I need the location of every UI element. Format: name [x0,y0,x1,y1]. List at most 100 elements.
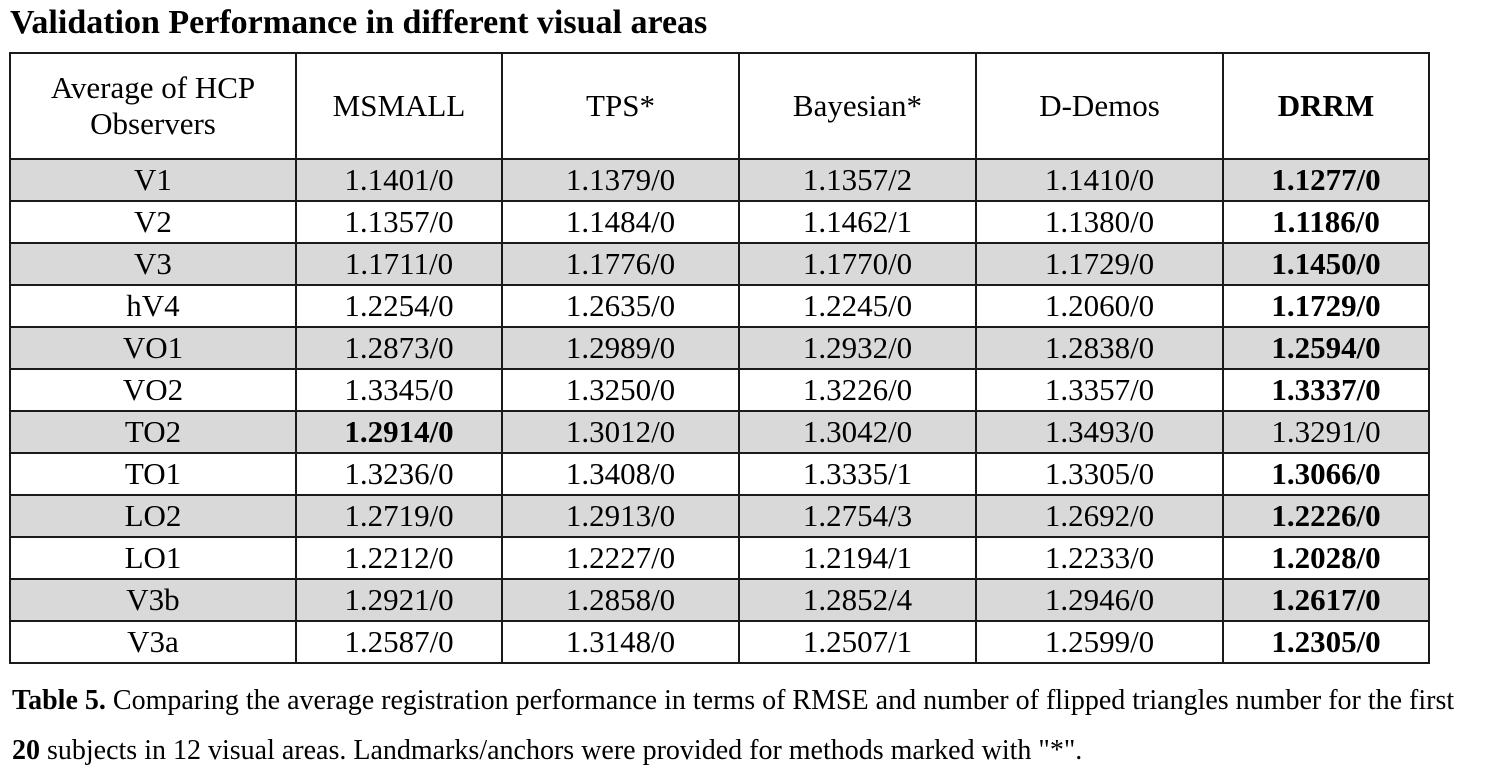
table-row: V3a 1.2587/0 1.3148/0 1.2507/1 1.2599/0 1.230… [9,620,1430,664]
table-row: VO1 1.2873/0 1.2989/0 1.2932/0 1.2838/0 1.259… [9,326,1430,370]
table-cell: 1.3042/0 [738,410,977,454]
table-cell: 1.1729/0 [1222,284,1430,328]
table-cell: 1.3250/0 [501,368,740,412]
caption-text-2: subjects in 12 visual areas. Landmarks/a… [40,735,1083,766]
table-cell: 1.2245/0 [738,284,977,328]
header-row: Average of HCP Observers MSMALL TPS* Bay… [9,52,1430,160]
table-cell: 1.2617/0 [1222,578,1430,622]
table-row: V2 1.1357/0 1.1484/0 1.1462/1 1.1380/0 1.1186… [9,200,1430,244]
table-cell: 1.2838/0 [975,326,1224,370]
row-label: LO1 [9,536,297,580]
column-header-d-demos: D-Demos [975,52,1224,160]
table-cell: 1.2692/0 [975,494,1224,538]
row-label: V3b [9,578,297,622]
table-cell: 1.1450/0 [1222,242,1430,286]
table-row: V3 1.1711/0 1.1776/0 1.1770/0 1.1729/0 1.1450… [9,242,1430,286]
table-cell: 1.1484/0 [501,200,740,244]
table-title: Validation Performance in different visu… [10,4,708,41]
table-cell: 1.1379/0 [501,158,740,202]
table-cell: 1.1380/0 [975,200,1224,244]
caption-bold-number: 20 [12,735,40,766]
table-cell: 1.3226/0 [738,368,977,412]
row-label: V1 [9,158,297,202]
table-cell: 1.2599/0 [975,620,1224,664]
table-cell: 1.3357/0 [975,368,1224,412]
table-cell: 1.2587/0 [295,620,503,664]
table-cell: 1.3345/0 [295,368,503,412]
table-cell: 1.3066/0 [1222,452,1430,496]
table-cell: 1.2989/0 [501,326,740,370]
column-header-tps: TPS* [501,52,740,160]
table-row: LO1 1.2212/0 1.2227/0 1.2194/1 1.2233/0 1.202… [9,536,1430,580]
table-cell: 1.3148/0 [501,620,740,664]
row-label: TO1 [9,452,297,496]
table-cell: 1.2932/0 [738,326,977,370]
table-row: VO2 1.3345/0 1.3250/0 1.3226/0 1.3357/0 1.333… [9,368,1430,412]
row-label: V3a [9,620,297,664]
table-cell: 1.3337/0 [1222,368,1430,412]
table-cell: 1.1186/0 [1222,200,1430,244]
table-cell: 1.1729/0 [975,242,1224,286]
header-corner: Average of HCP Observers [9,52,297,160]
header-corner-line-1: Average of HCP [50,70,256,106]
table-cell: 1.2212/0 [295,536,503,580]
table-cell: 1.2858/0 [501,578,740,622]
table-caption: Table 5. Comparing the average registrat… [12,676,1480,776]
table-cell: 1.2594/0 [1222,326,1430,370]
table-cell: 1.2305/0 [1222,620,1430,664]
caption-label: Table 5. [12,685,106,716]
table-cell: 1.3408/0 [501,452,740,496]
column-header-msmall: MSMALL [295,52,503,160]
table-cell: 1.2852/4 [738,578,977,622]
table-row: hV4 1.2254/0 1.2635/0 1.2245/0 1.2060/0 1.172… [9,284,1430,328]
table-row: TO1 1.3236/0 1.3408/0 1.3335/1 1.3305/0 1.306… [9,452,1430,496]
row-label: V3 [9,242,297,286]
table-cell: 1.3236/0 [295,452,503,496]
table-cell: 1.2233/0 [975,536,1224,580]
table-cell: 1.2060/0 [975,284,1224,328]
table-cell: 1.1776/0 [501,242,740,286]
table-row: TO2 1.2914/0 1.3012/0 1.3042/0 1.3493/0 1.329… [9,410,1430,454]
table-cell: 1.2227/0 [501,536,740,580]
table-cell: 1.2921/0 [295,578,503,622]
table-cell: 1.2028/0 [1222,536,1430,580]
table-cell: 1.1462/1 [738,200,977,244]
caption-text-1: Comparing the average registration perfo… [105,685,1455,716]
row-label: TO2 [9,410,297,454]
header-corner-line-2: Observers [90,106,216,141]
table-row: LO2 1.2719/0 1.2913/0 1.2754/3 1.2692/0 1.222… [9,494,1430,538]
table-cell: 1.3335/1 [738,452,977,496]
table-cell: 1.1401/0 [295,158,503,202]
table-row: V3b 1.2921/0 1.2858/0 1.2852/4 1.2946/0 1.261… [9,578,1430,622]
table-cell: 1.1410/0 [975,158,1224,202]
table-body: V1 1.1401/0 1.1379/0 1.1357/2 1.1410/0 1.1277… [9,158,1430,664]
table-cell: 1.1711/0 [295,242,503,286]
table-cell: 1.2914/0 [295,410,503,454]
table-cell: 1.1357/0 [295,200,503,244]
row-label: hV4 [9,284,297,328]
table-cell: 1.1770/0 [738,242,977,286]
table-cell: 1.3012/0 [501,410,740,454]
results-table: Average of HCP Observers MSMALL TPS* Bay… [9,52,1430,664]
row-label: V2 [9,200,297,244]
table-row: V1 1.1401/0 1.1379/0 1.1357/2 1.1410/0 1.1277… [9,158,1430,202]
row-label: VO1 [9,326,297,370]
row-label: VO2 [9,368,297,412]
table-cell: 1.2873/0 [295,326,503,370]
table-cell: 1.2254/0 [295,284,503,328]
table-cell: 1.2226/0 [1222,494,1430,538]
table-cell: 1.1357/2 [738,158,977,202]
table-cell: 1.2754/3 [738,494,977,538]
table-cell: 1.2194/1 [738,536,977,580]
column-header-drrm: DRRM [1222,52,1430,160]
table-cell: 1.2719/0 [295,494,503,538]
table-cell: 1.2946/0 [975,578,1224,622]
column-header-bayesian: Bayesian* [738,52,977,160]
row-label: LO2 [9,494,297,538]
table-cell: 1.2913/0 [501,494,740,538]
table-cell: 1.3291/0 [1222,410,1430,454]
table-cell: 1.3493/0 [975,410,1224,454]
table-cell: 1.1277/0 [1222,158,1430,202]
table-cell: 1.3305/0 [975,452,1224,496]
table-cell: 1.2635/0 [501,284,740,328]
